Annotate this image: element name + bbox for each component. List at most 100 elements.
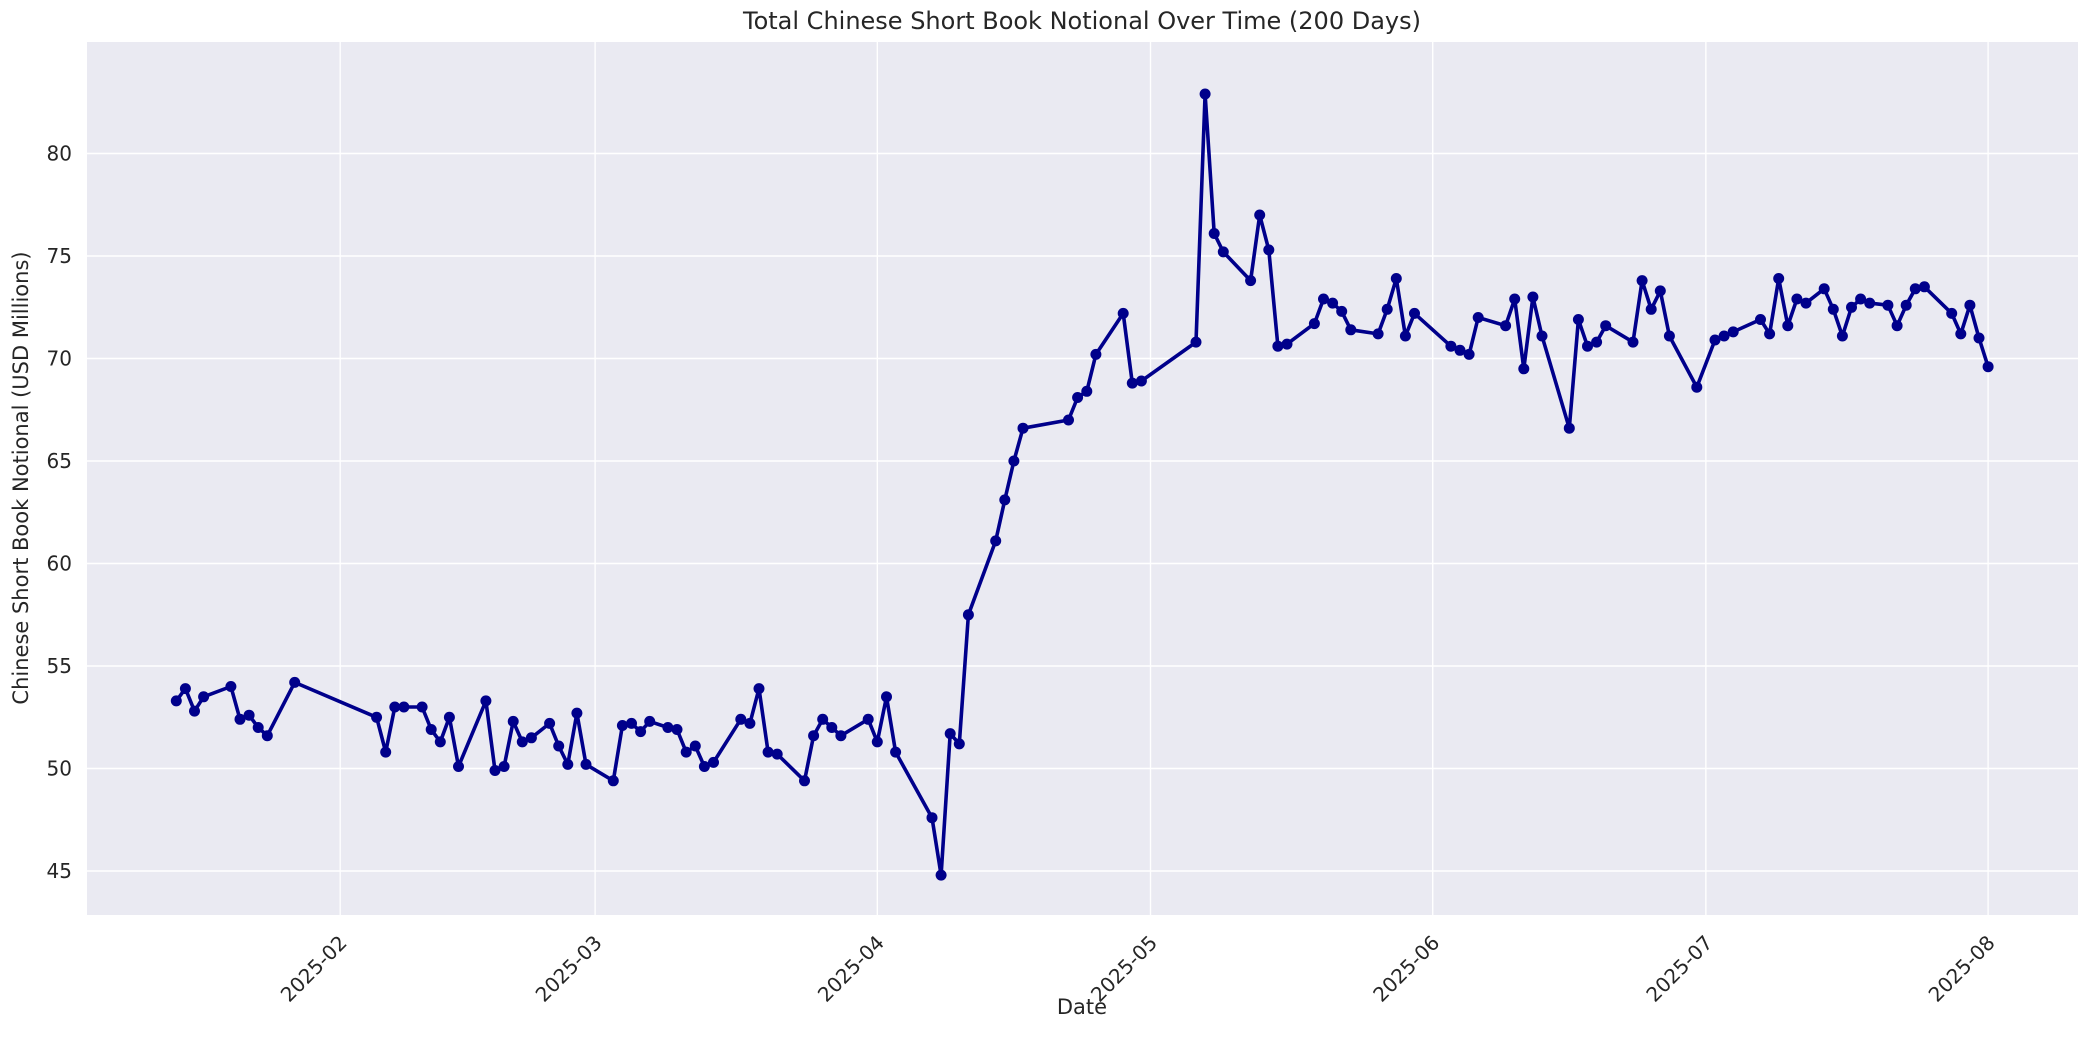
data-point: [935, 869, 947, 881]
data-point: [735, 713, 747, 725]
data-point: [698, 761, 710, 772]
data-point: [662, 722, 674, 733]
data-point: [871, 736, 883, 748]
data-point: [1327, 297, 1339, 309]
data-point: [999, 494, 1011, 506]
y-tick-labels: 45 50 55 60 65 70 75 80: [47, 142, 72, 884]
data-point: [744, 717, 756, 729]
data-point: [953, 738, 965, 750]
data-point: [1463, 348, 1475, 360]
data-point: [762, 746, 774, 758]
data-point: [689, 740, 701, 752]
data-point: [1090, 348, 1102, 360]
x-tick-label: 2025-08: [1924, 931, 2000, 1007]
data-point: [1909, 283, 1921, 295]
data-point: [826, 722, 838, 733]
data-point: [434, 736, 446, 748]
data-point: [1245, 275, 1257, 287]
y-tick-label: 75: [47, 244, 72, 268]
data-point: [234, 713, 246, 725]
data-point: [835, 730, 847, 742]
y-tick-label: 65: [47, 449, 72, 473]
data-point: [616, 720, 628, 731]
data-point: [416, 701, 428, 713]
data-point: [544, 717, 556, 729]
x-tick-label: 2025-07: [1641, 931, 1717, 1007]
data-point: [1582, 340, 1593, 352]
data-point: [1836, 330, 1848, 342]
data-point: [817, 713, 829, 725]
x-axis-label: Date: [1057, 995, 1107, 1019]
data-point: [1636, 275, 1648, 287]
data-point: [1882, 299, 1894, 311]
data-point: [926, 812, 938, 824]
data-point: [1973, 332, 1985, 344]
data-point: [1827, 303, 1839, 315]
data-point: [1654, 285, 1666, 297]
data-point: [480, 695, 492, 707]
data-point: [1308, 318, 1320, 330]
data-point: [1791, 293, 1803, 305]
data-point: [1117, 307, 1129, 319]
data-point: [1399, 330, 1411, 342]
data-point: [1764, 328, 1776, 340]
data-point: [498, 761, 510, 772]
data-point: [1518, 363, 1530, 375]
data-point: [753, 683, 765, 695]
data-point: [671, 724, 683, 735]
data-point: [1955, 328, 1967, 340]
data-point: [562, 758, 574, 770]
data-point: [626, 717, 637, 729]
data-point: [1336, 305, 1348, 317]
data-point: [261, 730, 273, 742]
data-point: [1563, 422, 1575, 434]
data-point: [553, 740, 565, 752]
data-point: [1409, 307, 1420, 319]
data-point: [243, 709, 255, 721]
x-tick-label: 2025-02: [276, 931, 352, 1007]
data-point: [1918, 281, 1930, 293]
data-point: [1627, 336, 1639, 348]
data-point: [1063, 414, 1074, 426]
data-point: [607, 775, 619, 787]
data-point: [1572, 314, 1584, 325]
data-point: [453, 761, 464, 772]
data-point: [862, 713, 874, 725]
data-point: [1190, 336, 1202, 348]
data-point: [1454, 344, 1466, 356]
data-point: [516, 736, 528, 748]
data-point: [644, 715, 656, 727]
chart-title: Total Chinese Short Book Notional Over T…: [742, 7, 1421, 35]
data-point: [1017, 422, 1029, 434]
data-point: [443, 711, 455, 723]
y-tick-label: 45: [47, 859, 72, 883]
data-point: [1536, 330, 1548, 342]
data-point: [771, 748, 783, 760]
data-point: [1727, 326, 1739, 338]
data-point: [1982, 361, 1994, 373]
data-point: [1372, 328, 1384, 340]
data-point: [1946, 307, 1958, 319]
data-point: [571, 707, 583, 719]
data-point: [808, 730, 820, 742]
data-point: [389, 701, 401, 713]
y-tick-label: 60: [47, 552, 72, 576]
data-point: [1381, 303, 1393, 315]
data-point: [1755, 314, 1766, 325]
data-point: [1527, 291, 1539, 303]
data-point: [1008, 455, 1020, 467]
data-point: [1135, 375, 1147, 387]
data-point: [1663, 330, 1675, 342]
data-point: [1199, 88, 1211, 100]
data-point: [1891, 320, 1903, 332]
data-point: [1591, 336, 1603, 348]
data-point: [1272, 340, 1284, 352]
data-point: [1773, 273, 1785, 284]
data-point: [1900, 299, 1912, 311]
data-point: [881, 691, 892, 703]
data-point: [799, 775, 810, 787]
data-point: [425, 724, 437, 735]
x-tick-label: 2025-06: [1368, 931, 1444, 1007]
